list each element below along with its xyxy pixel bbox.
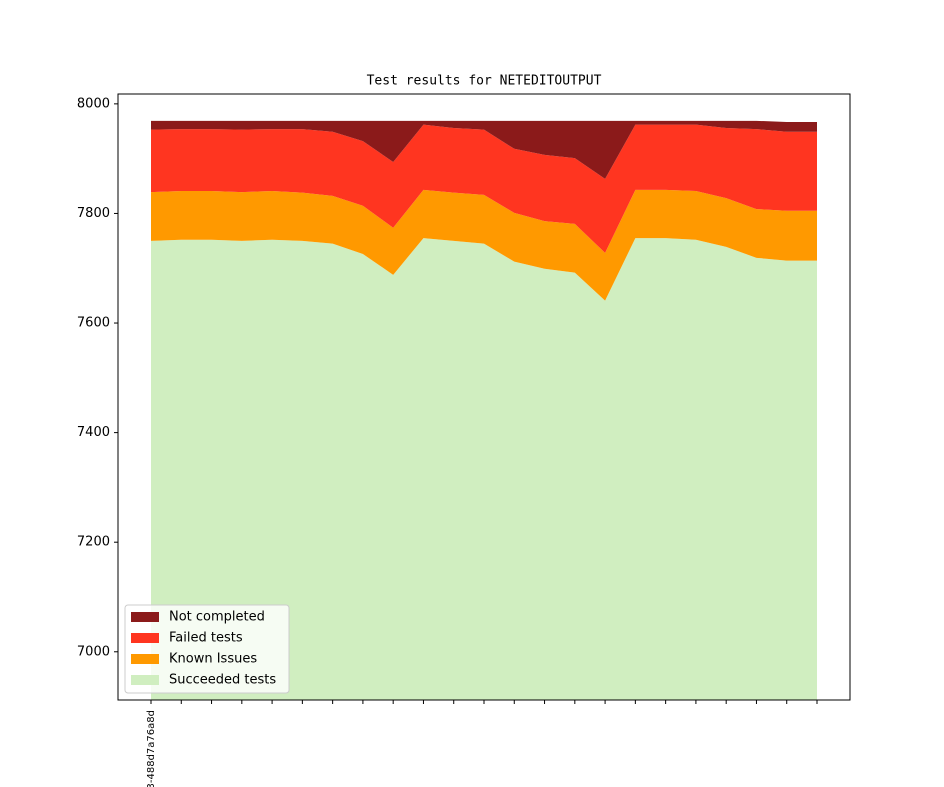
- area: [151, 120, 817, 179]
- area: [151, 189, 817, 301]
- area: [151, 124, 817, 253]
- legend-swatch: [131, 633, 159, 643]
- plot-areas: [151, 120, 817, 700]
- chart-title: Test results for NETEDITOUTPUT: [367, 74, 602, 89]
- legend-swatch: [131, 612, 159, 622]
- legend-box: [124, 604, 290, 694]
- legend-swatch: [131, 654, 159, 664]
- y-tick-label: 7600: [77, 316, 110, 331]
- y-tick-label: 7200: [77, 535, 110, 550]
- legend-label: Not completed: [169, 610, 265, 625]
- legend-label: Failed tests: [169, 631, 243, 646]
- legend-label: Succeeded tests: [169, 673, 276, 688]
- legend-label: Known Issues: [169, 652, 257, 667]
- x-tick-label: 3-488d7a76a8d: [146, 710, 157, 787]
- y-tick-label: 7400: [77, 425, 110, 440]
- y-tick-label: 7800: [77, 206, 110, 221]
- area: [151, 238, 817, 700]
- legend-swatch: [131, 675, 159, 685]
- y-tick-label: 8000: [77, 96, 110, 111]
- y-tick-label: 7000: [77, 644, 110, 659]
